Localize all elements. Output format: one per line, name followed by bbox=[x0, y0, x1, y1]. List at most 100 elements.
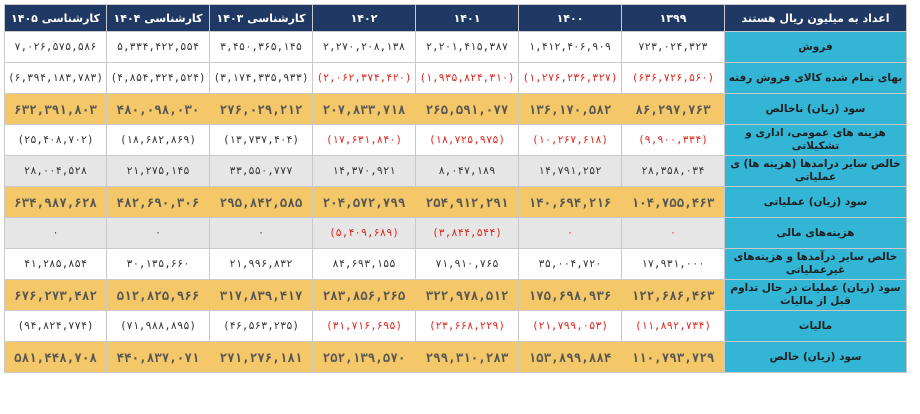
table-row: هزینه‌های مالی ۰ ۰ (۳,۸۴۴,۵۴۴) (۵,۴۰۹,۶۸۹) ۰ ۰… bbox=[4, 217, 907, 249]
table-row: فروش ۷۲۳,۰۲۴,۳۲۳ ۱,۴۱۲,۴۰۶,۹۰۹ ۲,۲۰۱,۴۱۵,۳۸… bbox=[4, 31, 907, 63]
table-cell: ۴۸۰,۰۹۸,۰۳۰ bbox=[106, 93, 210, 125]
table-cell: ۱۳۶,۱۷۰,۵۸۲ bbox=[518, 93, 622, 125]
table-cell: ۲۵۲,۱۳۹,۵۷۰ bbox=[312, 341, 416, 373]
table-cell: (۲,۰۶۲,۳۷۴,۴۲۰) bbox=[312, 62, 416, 94]
table-cell: ۱,۴۱۲,۴۰۶,۹۰۹ bbox=[518, 31, 622, 63]
table-cell: ۲۱,۲۷۵,۱۴۵ bbox=[106, 155, 210, 187]
table-cell: (۳,۸۴۴,۵۴۴) bbox=[415, 217, 519, 249]
table-cell: ۲۸,۰۰۴,۵۲۸ bbox=[4, 155, 107, 187]
table-cell: ۲۰۷,۸۳۳,۷۱۸ bbox=[312, 93, 416, 125]
table-cell: ۶۳۴,۹۸۷,۶۲۸ bbox=[4, 186, 107, 218]
row-label: سود (زیان) عملیاتی bbox=[724, 186, 907, 218]
table-row: سود (زیان) ناخالص ۸۶,۲۹۷,۷۶۳ ۱۳۶,۱۷۰,۵۸۲ ۲۶… bbox=[4, 93, 907, 125]
table-cell: (۳,۱۷۴,۳۳۵,۹۳۳) bbox=[209, 62, 313, 94]
table-cell: (۹۴,۸۲۴,۷۷۴) bbox=[4, 310, 107, 342]
table-cell: ۲۸,۳۵۸,۰۳۴ bbox=[621, 155, 725, 187]
header-row: اعداد به میلیون ریال هستند ۱۳۹۹ ۱۴۰۰ ۱۴۰… bbox=[4, 4, 907, 32]
table-cell: ۶۷۶,۲۷۳,۴۸۲ bbox=[4, 279, 107, 311]
table-cell: (۵,۴۰۹,۶۸۹) bbox=[312, 217, 416, 249]
table-cell: ۱۵۳,۸۹۹,۸۸۴ bbox=[518, 341, 622, 373]
table-cell: ۰ bbox=[209, 217, 313, 249]
table-cell: ۰ bbox=[621, 217, 725, 249]
table-cell: ۲۷۱,۲۷۶,۱۸۱ bbox=[209, 341, 313, 373]
table-cell: ۲۱,۹۹۶,۸۳۲ bbox=[209, 248, 313, 280]
table-cell: ۴۸۲,۶۹۰,۳۰۶ bbox=[106, 186, 210, 218]
table-cell: (۱,۹۳۵,۸۲۴,۳۱۰) bbox=[415, 62, 519, 94]
table-cell: ۸۴,۶۹۳,۱۵۵ bbox=[312, 248, 416, 280]
table-cell: ۸,۰۴۷,۱۸۹ bbox=[415, 155, 519, 187]
table-cell: ۳۳,۵۵۰,۷۷۷ bbox=[209, 155, 313, 187]
table-cell: ۰ bbox=[4, 217, 107, 249]
table-cell: ۲۷۶,۰۲۹,۲۱۲ bbox=[209, 93, 313, 125]
table-cell: (۴,۸۵۴,۳۲۴,۵۲۴) bbox=[106, 62, 210, 94]
table-cell: ۵۱۲,۸۲۵,۹۶۶ bbox=[106, 279, 210, 311]
table-cell: (۲۵,۴۰۸,۷۰۲) bbox=[4, 124, 107, 156]
table-cell: (۷۱,۹۸۸,۸۹۵) bbox=[106, 310, 210, 342]
table-cell: (۴۶,۵۶۳,۲۳۵) bbox=[209, 310, 313, 342]
table-cell: ۵,۳۳۴,۴۲۲,۵۵۴ bbox=[106, 31, 210, 63]
table-cell: (۱۱,۸۹۲,۷۳۴) bbox=[621, 310, 725, 342]
table-cell: ۷۲۳,۰۲۴,۳۲۳ bbox=[621, 31, 725, 63]
table-cell: ۱۴,۷۹۱,۲۵۲ bbox=[518, 155, 622, 187]
table-cell: ۲۶۵,۵۹۱,۰۷۷ bbox=[415, 93, 519, 125]
table-cell: ۱۷۵,۶۹۸,۹۳۶ bbox=[518, 279, 622, 311]
table-row: بهای تمام شده کالای فروش رفته (۶۳۶,۷۲۶,۵۶… bbox=[4, 62, 907, 94]
table-cell: ۰ bbox=[518, 217, 622, 249]
row-label: سود (زیان) ناخالص bbox=[724, 93, 907, 125]
table-cell: ۱۰۴,۷۵۵,۴۶۳ bbox=[621, 186, 725, 218]
table-cell: (۱۸,۷۲۵,۹۷۵) bbox=[415, 124, 519, 156]
row-label: هزینه های عمومی، اداری و تشکیلاتی bbox=[724, 124, 907, 156]
income-statement-table: اعداد به میلیون ریال هستند ۱۳۹۹ ۱۴۰۰ ۱۴۰… bbox=[4, 4, 907, 373]
table-cell: ۳۱۷,۸۳۹,۴۱۷ bbox=[209, 279, 313, 311]
table-row: خالص سایر درآمدها و هزینه‌های غیرعملیاتی… bbox=[4, 248, 907, 280]
row-label: بهای تمام شده کالای فروش رفته bbox=[724, 62, 907, 94]
table-cell: ۳۲۲,۹۷۸,۵۱۲ bbox=[415, 279, 519, 311]
table-cell: ۲۹۹,۳۱۰,۲۸۳ bbox=[415, 341, 519, 373]
table-row: مالیات (۱۱,۸۹۲,۷۳۴) (۲۱,۷۹۹,۰۵۳) (۲۳,۶۶۸,۲۲… bbox=[4, 310, 907, 342]
table-cell: ۲۸۳,۸۵۶,۲۶۵ bbox=[312, 279, 416, 311]
table-cell: (۳۱,۷۱۶,۶۹۵) bbox=[312, 310, 416, 342]
row-label: فروش bbox=[724, 31, 907, 63]
row-label: هزینه‌های مالی bbox=[724, 217, 907, 249]
table-cell: ۷,۰۲۶,۵۷۵,۵۸۶ bbox=[4, 31, 107, 63]
row-label: مالیات bbox=[724, 310, 907, 342]
table-row: هزینه های عمومی، اداری و تشکیلاتی (۹,۹۰۰,… bbox=[4, 124, 907, 156]
header-cell-1400: ۱۴۰۰ bbox=[518, 4, 622, 32]
header-cell-1404-estimate: کارشناسی ۱۴۰۴ bbox=[106, 4, 210, 32]
table-row: سود (زیان) خالص ۱۱۰,۷۹۳,۷۲۹ ۱۵۳,۸۹۹,۸۸۴ ۲۹۹… bbox=[4, 341, 907, 373]
table-cell: ۴۱,۲۸۵,۸۵۴ bbox=[4, 248, 107, 280]
table-cell: (۱۸,۶۸۲,۸۶۹) bbox=[106, 124, 210, 156]
table-cell: ۲,۲۷۰,۲۰۸,۱۳۸ bbox=[312, 31, 416, 63]
table-row: خالص سایر درامدها (هزینه ها) ی عملیاتی ۲۸… bbox=[4, 155, 907, 187]
table-row: سود (زیان) عملیاتی ۱۰۴,۷۵۵,۴۶۳ ۱۴۰,۶۹۴,۲۱۶… bbox=[4, 186, 907, 218]
table-cell: ۲۵۴,۹۱۲,۲۹۱ bbox=[415, 186, 519, 218]
table-cell: ۷۱,۹۱۰,۷۶۵ bbox=[415, 248, 519, 280]
table-cell: (۲۱,۷۹۹,۰۵۳) bbox=[518, 310, 622, 342]
table-cell: ۱۷,۹۳۱,۰۰۰ bbox=[621, 248, 725, 280]
table-cell: ۱۲۲,۶۸۶,۴۶۳ bbox=[621, 279, 725, 311]
table-cell: ۲,۲۰۱,۴۱۵,۳۸۷ bbox=[415, 31, 519, 63]
table-cell: ۴۴۰,۸۳۷,۰۷۱ bbox=[106, 341, 210, 373]
table-cell: (۹,۹۰۰,۳۳۴) bbox=[621, 124, 725, 156]
table-cell: ۵۸۱,۴۴۸,۷۰۸ bbox=[4, 341, 107, 373]
row-label: خالص سایر درامدها (هزینه ها) ی عملیاتی bbox=[724, 155, 907, 187]
table-cell: ۱۴,۳۷۰,۹۲۱ bbox=[312, 155, 416, 187]
table-cell: (۱۷,۶۳۱,۸۴۰) bbox=[312, 124, 416, 156]
header-cell-units: اعداد به میلیون ریال هستند bbox=[724, 4, 907, 32]
row-label: خالص سایر درآمدها و هزینه‌های غیرعملیاتی bbox=[724, 248, 907, 280]
table-cell: ۰ bbox=[106, 217, 210, 249]
table-cell: ۳,۴۵۰,۳۶۵,۱۴۵ bbox=[209, 31, 313, 63]
table-cell: (۶,۳۹۴,۱۸۳,۷۸۳) bbox=[4, 62, 107, 94]
row-label: سود (زیان) خالص bbox=[724, 341, 907, 373]
table-cell: (۶۳۶,۷۲۶,۵۶۰) bbox=[621, 62, 725, 94]
table-row: سود (زیان) عملیات در حال تداوم قبل از ما… bbox=[4, 279, 907, 311]
header-cell-1399: ۱۳۹۹ bbox=[621, 4, 725, 32]
table-body: فروش ۷۲۳,۰۲۴,۳۲۳ ۱,۴۱۲,۴۰۶,۹۰۹ ۲,۲۰۱,۴۱۵,۳۸… bbox=[4, 31, 907, 373]
table-cell: ۳۵,۰۰۴,۷۲۰ bbox=[518, 248, 622, 280]
table-cell: (۱,۲۷۶,۲۳۶,۳۲۷) bbox=[518, 62, 622, 94]
table-cell: ۱۱۰,۷۹۳,۷۲۹ bbox=[621, 341, 725, 373]
table-cell: ۸۶,۲۹۷,۷۶۳ bbox=[621, 93, 725, 125]
header-cell-1403-estimate: کارشناسی ۱۴۰۳ bbox=[209, 4, 313, 32]
header-cell-1405-estimate: کارشناسی ۱۴۰۵ bbox=[4, 4, 107, 32]
